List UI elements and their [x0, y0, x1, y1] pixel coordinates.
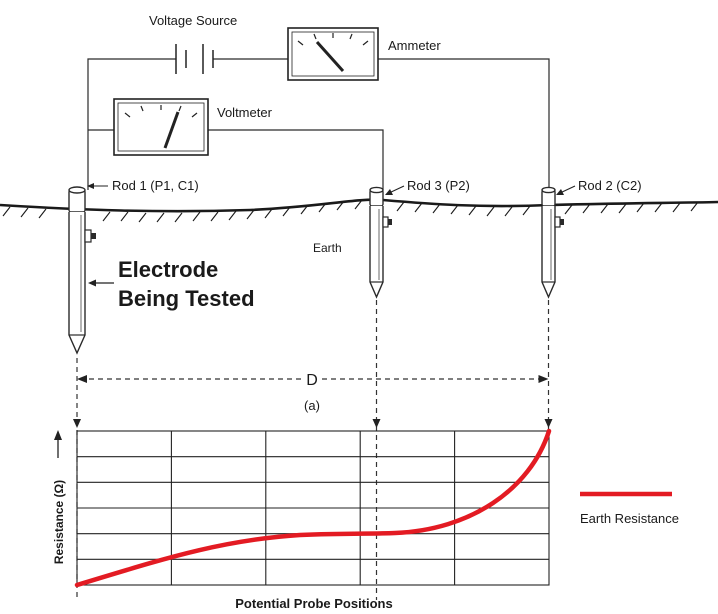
rod-2-current-probe: [541, 186, 564, 299]
ground-surface: [0, 198, 718, 223]
rod-3-label: Rod 3 (P2): [407, 178, 470, 193]
electrode-title-line2: Being Tested: [118, 286, 255, 311]
earth-resistance-curve: [74, 428, 552, 588]
voltage-source-label: Voltage Source: [149, 13, 237, 28]
legend-label: Earth Resistance: [580, 511, 679, 526]
ammeter-gauge-icon: [287, 27, 379, 81]
x-axis-label: Potential Probe Positions: [235, 596, 392, 611]
legend: Earth Resistance: [580, 491, 679, 526]
subfigure-label: (a): [304, 398, 320, 413]
rod-1-label: Rod 1 (P1, C1): [112, 178, 199, 193]
earth-label: Earth: [313, 241, 342, 255]
y-axis-label: Resistance (Ω): [52, 480, 66, 564]
voltmeter-gauge-icon: [113, 98, 209, 156]
ammeter-label: Ammeter: [388, 38, 441, 53]
battery-icon: [175, 44, 214, 74]
rod-2-label: Rod 2 (C2): [578, 178, 642, 193]
rod-3-probe: [369, 186, 392, 299]
rod-label-arrows: [87, 183, 576, 195]
distance-label: D: [306, 372, 318, 389]
circuit-wires: [87, 58, 550, 190]
voltmeter-label: Voltmeter: [217, 105, 273, 120]
electrode-arrow: [88, 279, 114, 287]
rod-1-electrode: [68, 186, 96, 355]
resistance-graph-grid: [76, 430, 550, 586]
y-axis-arrow: [54, 430, 62, 458]
electrode-title-line1: Electrode: [118, 257, 218, 282]
distance-dimension: [73, 300, 553, 600]
